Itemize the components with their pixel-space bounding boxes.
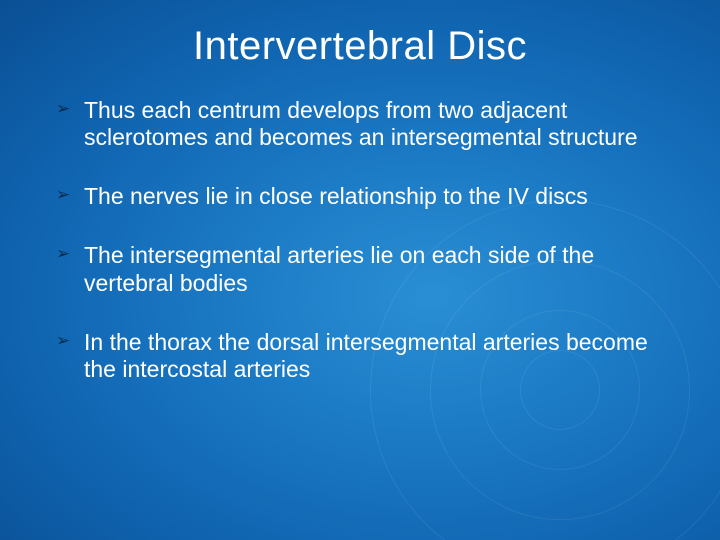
list-item: In the thorax the dorsal intersegmental … — [56, 329, 672, 383]
list-item: Thus each centrum develops from two adja… — [56, 97, 672, 151]
slide-title: Intervertebral Disc — [48, 24, 672, 69]
bullet-list: Thus each centrum develops from two adja… — [48, 97, 672, 383]
slide-container: Intervertebral Disc Thus each centrum de… — [0, 0, 720, 540]
list-item: The nerves lie in close relationship to … — [56, 183, 672, 210]
list-item: The intersegmental arteries lie on each … — [56, 242, 672, 296]
